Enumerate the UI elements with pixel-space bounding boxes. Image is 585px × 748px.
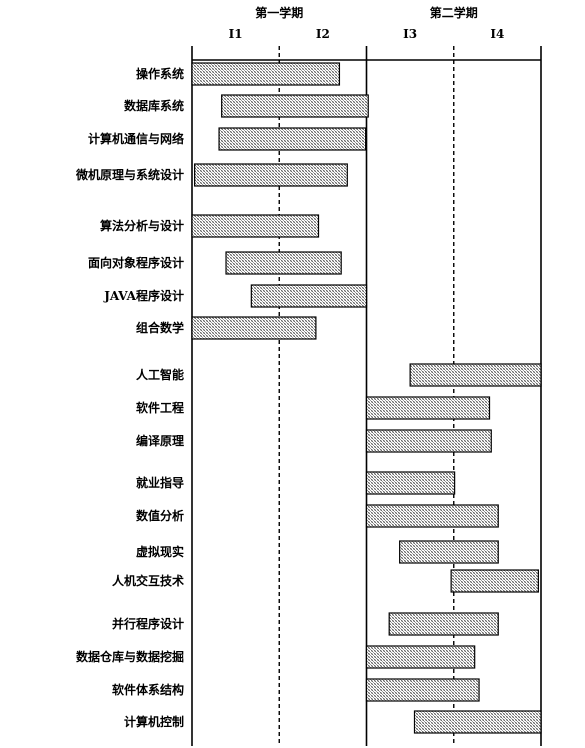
course-bar xyxy=(250,284,368,308)
course-label: 软件工程 xyxy=(136,400,184,415)
course-label: 并行程序设计 xyxy=(112,616,184,631)
course-label: 数据库系统 xyxy=(124,98,184,113)
course-label: 数值分析 xyxy=(136,508,184,523)
course-label: 计算机通信与网络 xyxy=(88,131,184,146)
period-header: I3 xyxy=(403,27,417,41)
course-bars xyxy=(191,62,542,734)
course-bar xyxy=(191,62,341,86)
course-bar xyxy=(450,569,539,593)
course-label: 组合数学 xyxy=(136,320,184,335)
course-bar xyxy=(365,471,456,495)
semester-header: 第二学期 xyxy=(430,5,478,20)
course-bar xyxy=(365,678,480,702)
course-bar xyxy=(365,429,492,453)
course-bar xyxy=(225,251,342,275)
course-bar xyxy=(409,363,542,387)
course-bar xyxy=(365,396,491,420)
course-labels: 操作系统数据库系统计算机通信与网络微机原理与系统设计算法分析与设计面向对象程序设… xyxy=(75,66,184,729)
course-bar xyxy=(221,94,369,118)
course-label: 计算机控制 xyxy=(124,714,184,729)
period-header: I1 xyxy=(229,27,243,41)
course-bar xyxy=(194,163,348,187)
semester-header: 第一学期 xyxy=(255,5,303,20)
course-label: 人工智能 xyxy=(136,367,184,382)
period-header: I4 xyxy=(490,27,504,41)
course-label: 面向对象程序设计 xyxy=(88,255,184,270)
course-label: 就业指导 xyxy=(136,475,184,490)
timeline-grid xyxy=(191,46,542,746)
course-label: 软件体系结构 xyxy=(112,682,184,697)
timeline-headers: 第一学期 第二学期 I1 I2 I3 I4 xyxy=(229,5,505,41)
course-label: 人机交互技术 xyxy=(112,573,184,588)
course-label: 数据仓库与数据挖掘 xyxy=(76,649,184,664)
course-label: 编译原理 xyxy=(135,433,184,448)
course-bar xyxy=(191,316,317,340)
course-label: 虚拟现实 xyxy=(136,544,184,559)
course-bar xyxy=(218,127,367,151)
course-label: 操作系统 xyxy=(136,66,184,81)
course-bar xyxy=(388,612,499,636)
course-label: 算法分析与设计 xyxy=(100,218,184,233)
course-bar xyxy=(413,710,542,734)
course-bar xyxy=(365,645,476,669)
course-bar xyxy=(365,504,499,528)
course-bar xyxy=(399,540,499,564)
course-bar xyxy=(191,214,320,238)
course-label: 微机原理与系统设计 xyxy=(75,167,184,182)
period-header: I2 xyxy=(316,27,330,41)
course-label: JAVA程序设计 xyxy=(103,288,184,303)
